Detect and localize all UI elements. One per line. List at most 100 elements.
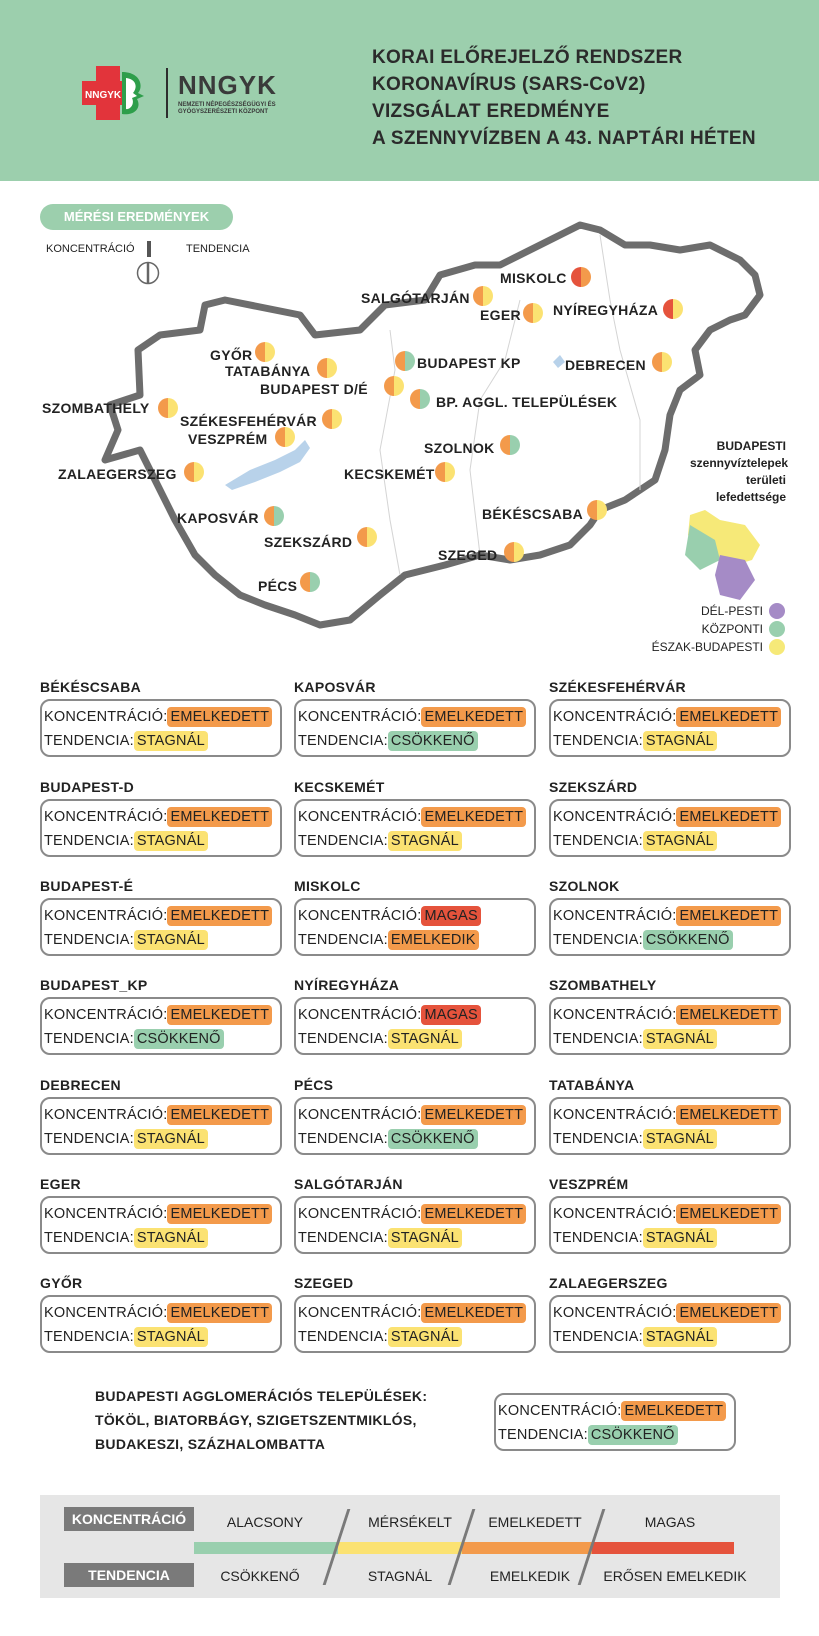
legend-kozponti-label: KÖZPONTI xyxy=(701,622,763,636)
card-city-name: BUDAPEST-D xyxy=(40,779,135,795)
trend-label: TENDENCIA: xyxy=(298,932,388,948)
trend-label: TENDENCIA: xyxy=(44,833,134,849)
scale-conc-label: KONCENTRÁCIÓ xyxy=(64,1507,194,1531)
conc-label: KONCENTRÁCIÓ: xyxy=(553,908,677,924)
city-dot-ny-regyh-za xyxy=(663,299,683,319)
result-card: ZALAEGERSZEG KONCENTRÁCIÓ: EMELKEDETT TENDE… xyxy=(549,1275,791,1353)
conc-value: EMELKEDETT xyxy=(676,707,782,727)
card-conc-row: KONCENTRÁCIÓ: EMELKEDETT xyxy=(298,805,532,829)
card-box: KONCENTRÁCIÓ: EMELKEDETT TENDENCIA: STAGNÁL xyxy=(40,1097,282,1155)
trend-value: STAGNÁL xyxy=(642,1029,717,1049)
result-card: VESZPRÉM KONCENTRÁCIÓ: EMELKEDETT TENDENCIA… xyxy=(549,1176,791,1254)
trend-value: STAGNÁL xyxy=(387,1228,462,1248)
trend-label: TENDENCIA: xyxy=(44,1131,134,1147)
key-divider xyxy=(147,241,151,257)
trend-value: EMELKEDIK xyxy=(387,930,479,950)
legend-eszak-dot xyxy=(769,639,785,655)
city-label-nyiregyhaza: NYÍREGYHÁZA xyxy=(553,302,659,318)
trend-value: CSÖKKENŐ xyxy=(387,1129,478,1149)
city-label-tatabanya: TATABÁNYA xyxy=(225,363,311,379)
conc-value: EMELKEDETT xyxy=(167,807,273,827)
header-banner: NNGYK NNGYK NEMZETI NÉPEGÉSZSÉGÜGYI ÉS G… xyxy=(0,0,819,181)
card-city-name: MISKOLC xyxy=(294,878,361,894)
city-label-szekesfehervar: SZÉKESFEHÉRVÁR xyxy=(180,413,317,429)
scale-bar-high xyxy=(592,1542,734,1554)
budapest-mini-map xyxy=(685,510,760,600)
key-trend-label: TENDENCIA xyxy=(186,243,250,255)
city-label-bp-aggl: BP. AGGL. TELEPÜLÉSEK xyxy=(436,394,618,410)
result-card: SZEGED KONCENTRÁCIÓ: EMELKEDETT TENDENCIA: S… xyxy=(294,1275,536,1353)
conc-value: EMELKEDETT xyxy=(676,807,782,827)
trend-value: STAGNÁL xyxy=(133,1129,208,1149)
card-box: KONCENTRÁCIÓ: MAGAS TENDENCIA: STAGNÁL xyxy=(294,997,536,1055)
trend-label: TENDENCIA: xyxy=(298,833,388,849)
legend-kozponti-dot xyxy=(769,621,785,637)
card-trend-row: TENDENCIA: STAGNÁL xyxy=(298,1325,532,1349)
city-label-eger: EGER xyxy=(480,307,521,323)
card-box: KONCENTRÁCIÓ: EMELKEDETT TENDENCIA: STAGNÁL xyxy=(549,799,791,857)
card-box: KONCENTRÁCIÓ: EMELKEDETT TENDENCIA: STAGNÁL xyxy=(549,699,791,757)
title-line-1: KORAI ELŐREJELZŐ RENDSZER xyxy=(372,47,683,68)
scale-legend: KONCENTRÁCIÓ TENDENCIA ALACSONY MÉRSÉKEL… xyxy=(40,1495,780,1598)
key-split-circle-icon xyxy=(136,261,160,285)
card-conc-row: KONCENTRÁCIÓ: EMELKEDETT xyxy=(553,1003,787,1027)
conc-label: KONCENTRÁCIÓ: xyxy=(298,709,422,725)
card-conc-row: KONCENTRÁCIÓ: EMELKEDETT xyxy=(44,1202,278,1226)
legend-eszak-label: ÉSZAK-BUDAPESTI xyxy=(651,640,763,654)
city-dot-gy-r xyxy=(255,342,275,362)
city-label-zalaegerszeg: ZALAEGERSZEG xyxy=(58,466,177,482)
card-conc-row: KONCENTRÁCIÓ: EMELKEDETT xyxy=(553,805,787,829)
card-trend-row: TENDENCIA: CSÖKKENŐ xyxy=(553,928,787,952)
card-city-name: KAPOSVÁR xyxy=(294,679,376,695)
city-label-veszprem: VESZPRÉM xyxy=(188,431,268,447)
card-city-name: DEBRECEN xyxy=(40,1077,121,1093)
scale-trend-increasing: EMELKEDIK xyxy=(489,1568,571,1584)
card-trend-row: TENDENCIA: STAGNÁL xyxy=(553,1127,787,1151)
card-conc-row: KONCENTRÁCIÓ: MAGAS xyxy=(298,904,532,928)
card-conc-row: KONCENTRÁCIÓ: EMELKEDETT xyxy=(298,1103,532,1127)
card-trend-row: TENDENCIA: STAGNÁL xyxy=(553,1027,787,1051)
card-box: KONCENTRÁCIÓ: MAGAS TENDENCIA: EMELKEDIK xyxy=(294,898,536,956)
card-trend-row: TENDENCIA: STAGNÁL xyxy=(44,1325,278,1349)
result-card: NYÍREGYHÁZA KONCENTRÁCIÓ: MAGAS TENDENCIA: S… xyxy=(294,977,536,1055)
result-card: PÉCS KONCENTRÁCIÓ: EMELKEDETT TENDENCIA: CSÖ… xyxy=(294,1077,536,1155)
trend-value: STAGNÁL xyxy=(642,1129,717,1149)
logo-badge-text: NNGYK xyxy=(85,90,122,101)
conc-value: EMELKEDETT xyxy=(167,906,273,926)
scale-bar-elevated xyxy=(462,1542,592,1554)
card-box: KONCENTRÁCIÓ: EMELKEDETT TENDENCIA: STAGNÁL xyxy=(549,997,791,1055)
card-city-name: SZÉKESFEHÉRVÁR xyxy=(549,679,686,695)
trend-label: TENDENCIA: xyxy=(298,1230,388,1246)
card-box: KONCENTRÁCIÓ: EMELKEDETT TENDENCIA: STAGNÁL xyxy=(549,1097,791,1155)
card-city-name: SZEGED xyxy=(294,1275,354,1291)
scale-bar-low xyxy=(194,1542,338,1554)
trend-value: STAGNÁL xyxy=(642,831,717,851)
city-label-kecskemet: KECSKEMÉT xyxy=(344,466,435,482)
conc-label: KONCENTRÁCIÓ: xyxy=(44,908,168,924)
legend-del-pesti-label: DÉL-PESTI xyxy=(700,604,763,618)
note-line-4: lefedettsége xyxy=(715,490,786,504)
hungary-border xyxy=(101,221,764,629)
card-trend-row: TENDENCIA: STAGNÁL xyxy=(298,829,532,853)
city-dot-veszpr-m xyxy=(275,427,295,447)
card-city-name: TATABÁNYA xyxy=(549,1077,635,1093)
card-city-name: EGER xyxy=(40,1176,81,1192)
card-conc-row: KONCENTRÁCIÓ: EMELKEDETT xyxy=(553,1202,787,1226)
legend-kozponti: KÖZPONTI xyxy=(702,621,785,637)
title-line-4: A SZENNYVÍZBEN A 43. NAPTÁRI HÉTEN xyxy=(372,128,756,149)
conc-value: EMELKEDETT xyxy=(676,1204,782,1224)
hungary-map xyxy=(101,221,764,629)
city-label-budapest-de: BUDAPEST D/É xyxy=(260,381,368,397)
city-label-miskolc: MISKOLC xyxy=(500,270,567,286)
card-city-name: SZEKSZÁRD xyxy=(549,779,638,795)
card-conc-row: KONCENTRÁCIÓ: EMELKEDETT xyxy=(298,1202,532,1226)
card-city-name: PÉCS xyxy=(294,1077,334,1093)
legend-del-pesti-dot xyxy=(769,603,785,619)
conc-value: EMELKEDETT xyxy=(167,707,273,727)
card-conc-row: KONCENTRÁCIÓ: EMELKEDETT xyxy=(553,705,787,729)
card-trend-row: TENDENCIA: STAGNÁL xyxy=(553,829,787,853)
card-trend-row: TENDENCIA: STAGNÁL xyxy=(298,1027,532,1051)
trend-label: TENDENCIA: xyxy=(553,932,643,948)
card-box: KONCENTRÁCIÓ: EMELKEDETT TENDENCIA: STAGNÁL xyxy=(549,1295,791,1353)
card-trend-row: TENDENCIA: STAGNÁL xyxy=(44,928,278,952)
